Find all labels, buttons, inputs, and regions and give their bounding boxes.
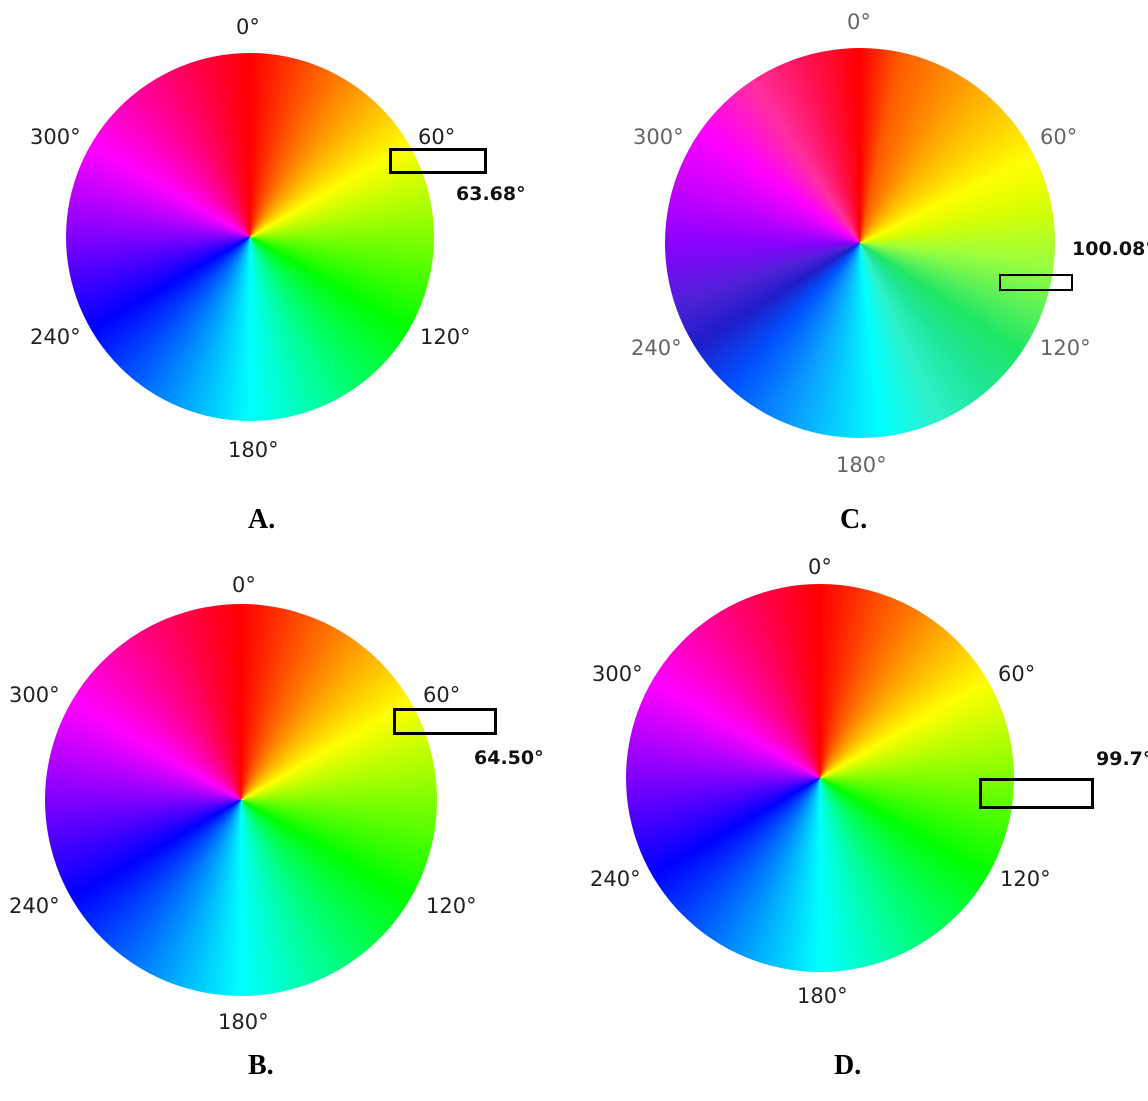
highlight-value: 64.50° [474, 747, 544, 769]
highlight-value: 100.08° [1072, 238, 1148, 260]
highlight-value: 99.7° [1096, 748, 1148, 770]
label-180: 180° [797, 984, 848, 1008]
label-240: 240° [590, 867, 641, 891]
label-300: 300° [9, 683, 60, 707]
label-180: 180° [228, 438, 279, 462]
label-240: 240° [30, 325, 81, 349]
label-0: 0° [236, 15, 260, 39]
highlight-value: 63.68° [456, 183, 526, 205]
panel-caption: D. [834, 1050, 862, 1081]
label-120: 120° [426, 894, 477, 918]
label-180: 180° [218, 1010, 269, 1034]
highlight-box [393, 708, 497, 735]
panel-caption: A. [248, 504, 276, 535]
label-300: 300° [30, 125, 81, 149]
hue-wheel [66, 53, 434, 421]
label-0: 0° [847, 10, 871, 34]
hue-wheel [665, 48, 1055, 438]
label-120: 120° [1000, 867, 1051, 891]
hue-wheel [626, 584, 1014, 972]
label-120: 120° [1040, 336, 1091, 360]
label-120: 120° [420, 325, 471, 349]
panel-caption: B. [248, 1050, 274, 1081]
highlight-box [979, 778, 1094, 809]
highlight-box [999, 274, 1073, 291]
label-60: 60° [998, 662, 1036, 686]
label-240: 240° [9, 894, 60, 918]
label-0: 0° [808, 555, 832, 579]
label-60: 60° [423, 683, 461, 707]
label-300: 300° [592, 662, 643, 686]
highlight-box [389, 148, 487, 174]
label-240: 240° [631, 336, 682, 360]
label-60: 60° [1040, 125, 1078, 149]
label-180: 180° [836, 453, 887, 477]
hue-wheel [45, 604, 437, 996]
label-0: 0° [232, 573, 256, 597]
label-300: 300° [633, 125, 684, 149]
label-60: 60° [418, 125, 456, 149]
panel-caption: C. [840, 504, 868, 535]
